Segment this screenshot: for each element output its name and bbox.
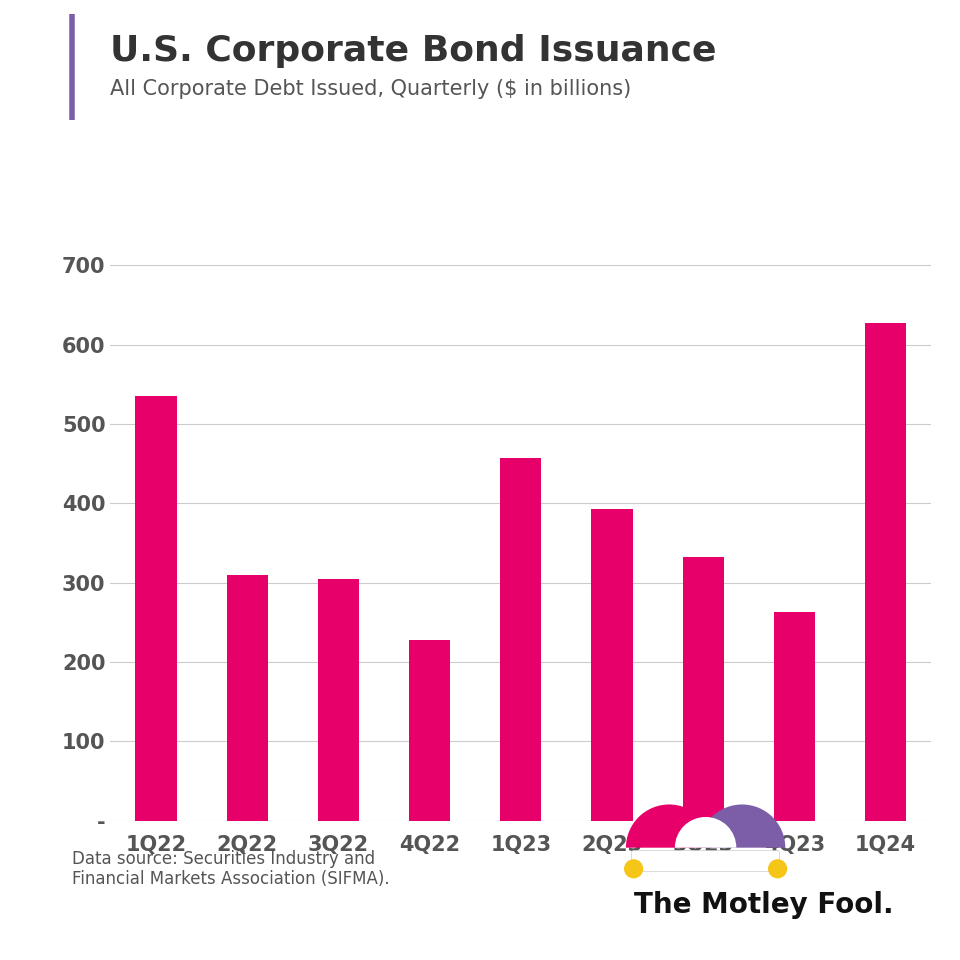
Bar [683,557,724,821]
Bar [865,323,906,821]
Text: The Motley Fool.: The Motley Fool. [634,891,893,919]
Bar [591,509,633,821]
Bar [227,575,268,821]
Bar [774,612,815,821]
Bar [135,396,177,821]
Bar [500,458,541,821]
Bar [409,640,450,821]
Text: All Corporate Debt Issued, Quarterly ($ in billions): All Corporate Debt Issued, Quarterly ($ … [110,79,632,99]
Text: Data source: Securities Industry and
Financial Markets Association (SIFMA).: Data source: Securities Industry and Fin… [72,850,390,888]
Text: U.S. Corporate Bond Issuance: U.S. Corporate Bond Issuance [110,34,717,67]
Bar [318,579,359,821]
